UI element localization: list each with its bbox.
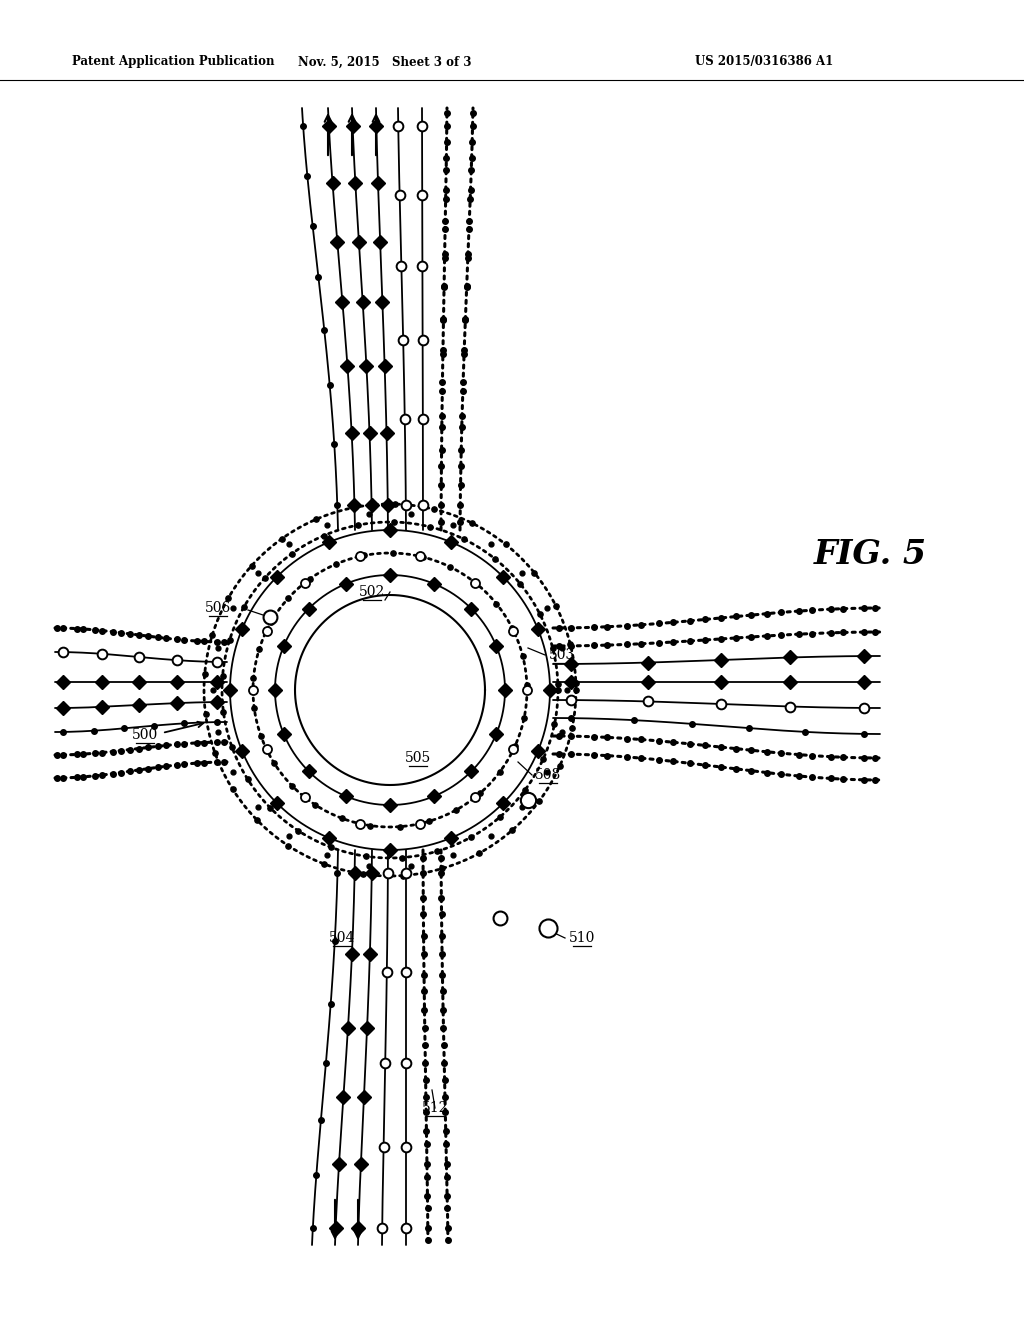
Text: 508: 508	[535, 768, 561, 781]
Text: 503: 503	[549, 648, 575, 663]
Text: 500: 500	[132, 729, 158, 742]
Text: Nov. 5, 2015   Sheet 3 of 3: Nov. 5, 2015 Sheet 3 of 3	[298, 55, 472, 69]
Text: FIG. 5: FIG. 5	[813, 539, 927, 572]
Text: US 2015/0316386 A1: US 2015/0316386 A1	[695, 55, 834, 69]
Text: 512: 512	[422, 1101, 449, 1115]
Text: 506: 506	[205, 601, 231, 615]
Text: Patent Application Publication: Patent Application Publication	[72, 55, 274, 69]
Text: 505: 505	[404, 751, 431, 766]
Text: 502: 502	[358, 585, 385, 599]
Text: 510: 510	[568, 931, 595, 945]
Text: 504: 504	[329, 931, 355, 945]
